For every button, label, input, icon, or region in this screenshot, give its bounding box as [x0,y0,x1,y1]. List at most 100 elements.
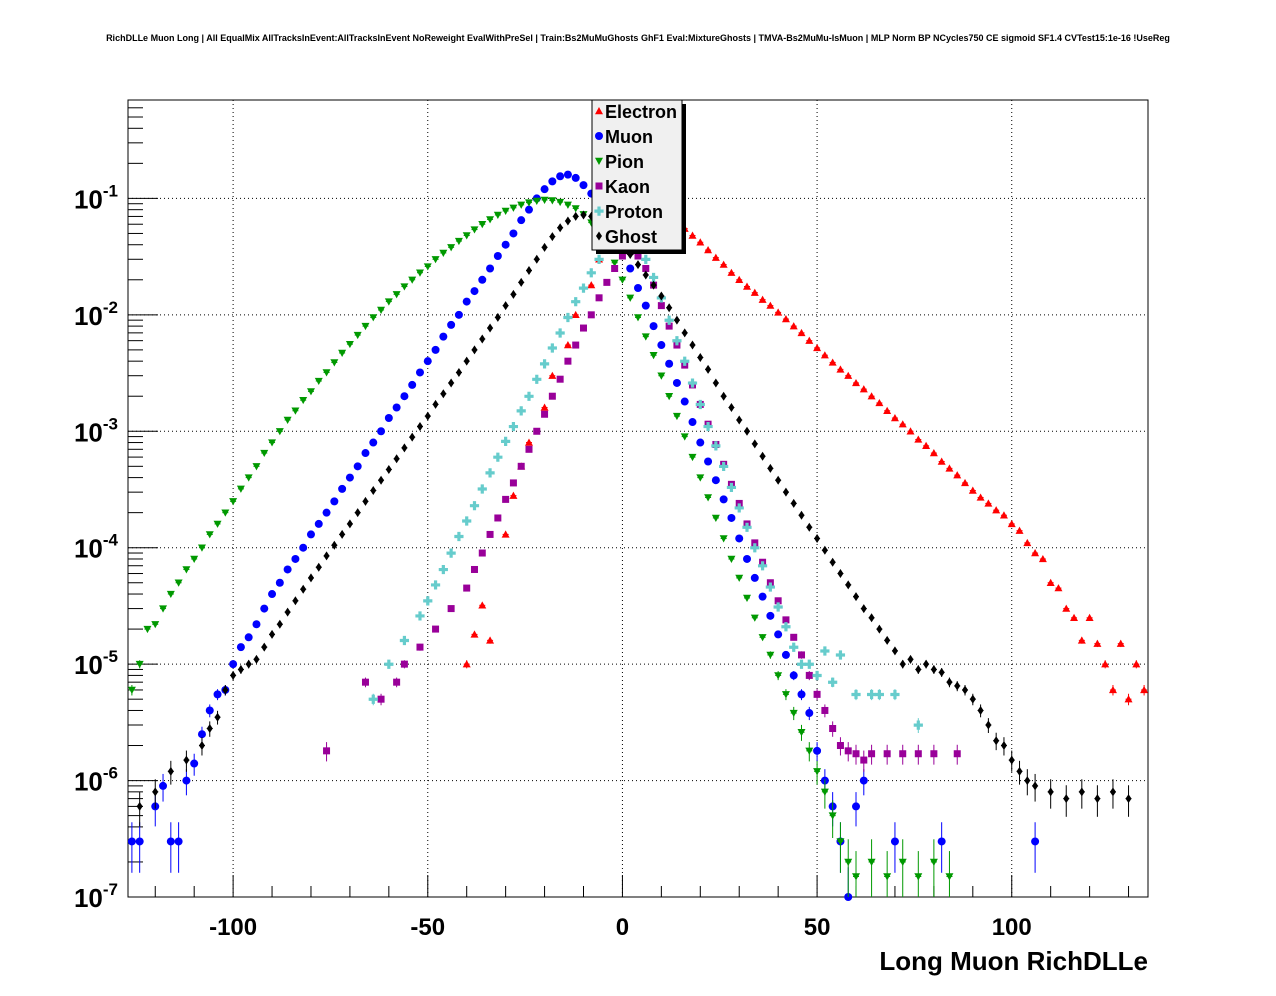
data-point [524,199,533,207]
data-point [548,197,557,205]
data-point [478,601,487,609]
data-point [969,693,976,706]
legend-marker [596,231,602,241]
data-point [448,378,455,388]
data-point [463,356,470,366]
data-point [564,357,572,365]
x-tick-label: -100 [209,914,257,941]
data-point [790,633,798,641]
data-point [790,498,797,508]
data-point [1038,554,1047,563]
data-point [438,564,448,575]
data-point [557,223,564,233]
data-point [260,604,269,613]
data-point [953,471,962,479]
data-point [727,555,736,563]
data-point [400,392,409,401]
data-point [774,597,782,605]
data-point [891,646,898,656]
series-ghost [136,210,1132,827]
data-point [275,578,284,587]
data-point [728,402,735,412]
data-point [1116,639,1125,648]
data-point [828,677,838,688]
data-point [642,264,650,272]
data-point [478,275,487,284]
data-point [1023,538,1032,547]
data-point [524,438,533,446]
data-point [548,392,556,400]
data-point [890,689,900,701]
data-point [571,297,581,307]
data-point [486,264,495,273]
data-point [836,822,845,873]
data-point [993,732,1000,751]
data-point [221,509,230,517]
data-point [509,491,518,499]
data-point [322,369,331,377]
data-point [750,543,760,553]
data-point [478,221,487,229]
data-point [323,551,330,561]
data-point [253,654,260,664]
data-point [1124,693,1133,706]
data-point [820,351,829,359]
data-point [820,646,830,656]
data-point [844,839,853,897]
data-point [821,704,829,718]
data-point [213,689,222,701]
data-point [672,378,681,387]
chart-title: RichDLLe Muon Long | All EqualMix AllTra… [106,33,1170,43]
data-point [470,287,479,296]
y-tick-exponent: -4 [103,531,119,550]
data-point [494,514,502,522]
data-point [828,358,837,366]
data-point [1031,822,1040,873]
data-point [331,540,338,550]
data-point [726,482,737,493]
data-point [587,311,595,319]
data-point [493,252,502,261]
data-point [829,721,837,737]
data-point [821,545,828,555]
data-point [517,462,525,470]
data-point [276,619,283,629]
data-point [587,281,596,289]
data-point [377,306,386,315]
data-point [1125,785,1132,817]
data-point [1062,604,1071,612]
data-point [579,181,588,190]
data-point [151,621,160,629]
data-point [634,252,642,260]
data-point [859,385,868,393]
data-point [1032,773,1039,802]
data-point [237,664,244,674]
data-point [898,420,907,428]
data-point [866,689,877,701]
data-point [494,312,501,322]
data-point [400,283,409,291]
data-point [190,753,199,776]
data-point [462,232,471,240]
data-point [953,744,961,765]
data-point [214,710,221,725]
data-point [532,197,541,205]
data-point [454,531,464,542]
data-point [268,439,277,447]
data-point [851,689,861,701]
data-point [182,769,191,796]
legend-label: Electron [605,102,677,122]
y-tick-label: 10-4 [74,531,119,564]
data-point [828,800,837,839]
data-point [743,282,752,290]
data-point [1007,519,1016,528]
data-point [688,453,697,462]
data-point [696,438,705,447]
data-point [245,659,252,669]
data-point [805,336,814,344]
data-point [634,283,642,292]
legend-entry-ghost: Ghost [596,227,657,247]
data-point [431,256,440,264]
data-point [898,839,907,897]
data-point [750,573,759,582]
